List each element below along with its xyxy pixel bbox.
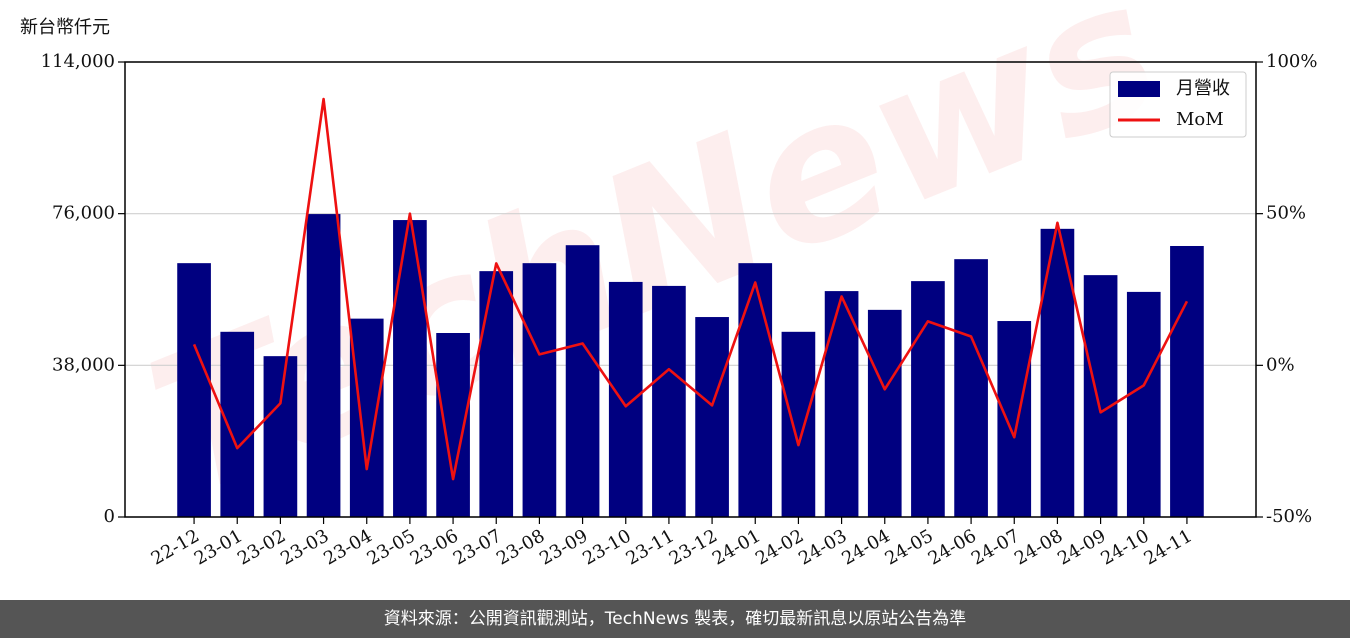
bar [695,317,729,517]
footer-bar [0,600,1350,638]
bar [393,220,427,518]
bar [177,263,211,517]
bar [220,331,255,517]
y2-tick-label: -50% [1266,506,1312,527]
x-tick-label: 24-01 [709,525,764,569]
legend: 月營收 MoM [1109,71,1247,138]
legend-label: MoM [1176,109,1224,130]
bar [1126,291,1161,517]
x-tick-label: 23-06 [407,525,462,569]
bar [652,285,686,517]
x-tick-label: 23-09 [536,525,591,569]
y-tick-label: 0 [104,506,115,527]
y-tick-label: 114,000 [41,51,115,72]
bar [522,263,557,517]
y-tick-label: 38,000 [52,354,115,375]
y-tick-label: 76,000 [52,203,115,224]
x-tick-label: 23-11 [622,525,677,569]
bar [997,321,1032,517]
x-tick-label: 24-05 [881,525,936,569]
bar [565,245,600,517]
bar [954,259,988,517]
x-tick-label: 23-03 [277,525,332,569]
x-tick-label: 23-02 [234,525,289,569]
x-tick-label: 23-12 [666,525,721,569]
x-tick-label: 23-04 [320,525,375,569]
y2-tick-label: 50% [1266,203,1306,224]
bar [608,281,643,517]
mom-line [192,97,1189,481]
y-axis-label: 新台幣仟元 [20,17,110,38]
x-tick-label: 23-10 [579,525,634,569]
x-tick-label: 24-06 [925,525,980,569]
bar [738,263,773,517]
x-tick-label: 23-08 [493,525,548,569]
x-tick-label: 24-07 [968,525,1023,569]
x-tick-label: 24-10 [1097,525,1152,569]
bar [824,291,859,517]
bar [263,356,298,517]
legend-swatch [1118,81,1160,97]
plot-frame [124,61,1257,518]
legend-label: 月營收 [1176,78,1230,99]
bar [1083,275,1118,517]
x-tick-label: 22-12 [148,525,203,569]
footer-text: 資料來源：公開資訊觀測站，TechNews 製表，確切最新訊息以原站公告為準 [384,609,966,629]
bar [306,214,341,517]
x-tick-label: 23-05 [363,525,418,569]
x-tick-label: 24-04 [838,525,893,569]
y2-tick-label: 0% [1266,354,1295,375]
bar [349,318,384,517]
x-tick-label: 24-03 [795,525,850,569]
bar [1170,245,1204,518]
x-tick-label: 24-08 [1011,525,1066,569]
bar [911,281,945,517]
bar [867,309,902,517]
bar [479,271,514,517]
x-tick-label: 24-11 [1140,525,1195,569]
x-tick-label: 24-02 [752,525,807,569]
x-tick-label: 23-07 [450,525,505,569]
x-tick-label: 24-09 [1054,525,1109,569]
y2-tick-label: 100% [1266,51,1317,72]
bar [781,331,816,517]
